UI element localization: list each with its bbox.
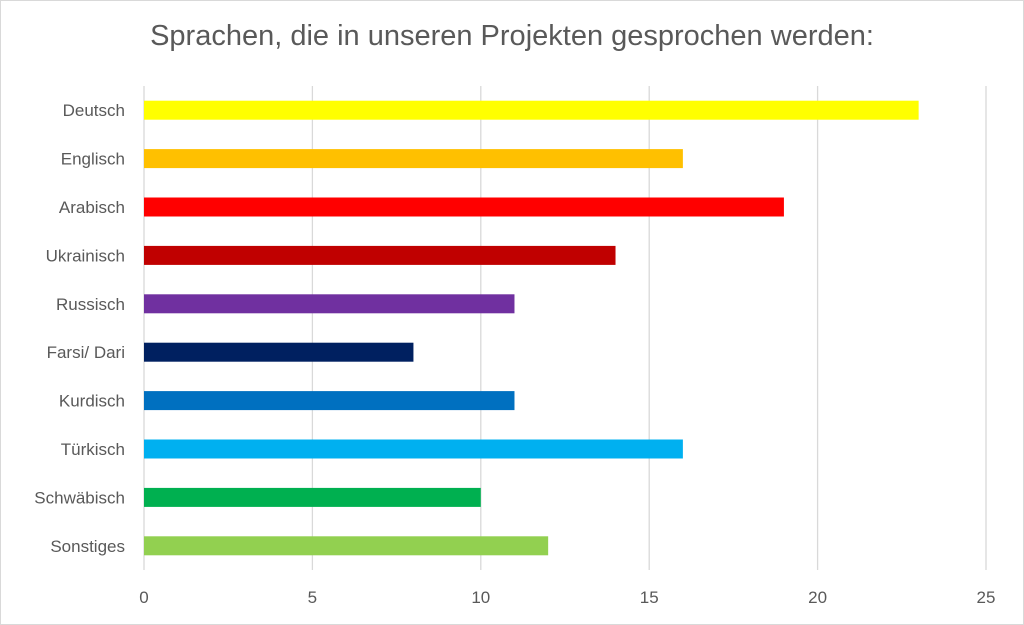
category-label: Farsi/ Dari [47,343,125,362]
category-label: Arabisch [59,198,125,217]
bar-russisch [144,294,515,314]
x-tick-label: 20 [808,588,827,607]
bar-kurdisch [144,391,515,411]
x-tick-label: 15 [640,588,659,607]
category-label: Englisch [61,150,125,169]
x-tick-label: 5 [308,588,317,607]
category-label: Sonstiges [50,537,125,556]
x-tick-label: 25 [977,588,996,607]
bar-farsi-dari [144,342,414,362]
bar-sonstiges [144,536,549,556]
category-label: Russisch [56,295,125,314]
category-label: Kurdisch [59,392,125,411]
chart-title: Sprachen, die in unseren Projekten gespr… [150,20,874,52]
bar-schwäbisch [144,487,481,507]
bar-arabisch [144,197,784,217]
bar-deutsch [144,100,919,120]
x-tick-label: 10 [471,588,490,607]
x-tick-label: 0 [139,588,148,607]
category-label: Deutsch [63,101,125,120]
bar-türkisch [144,439,683,459]
category-label: Ukrainisch [46,246,125,265]
category-label: Schwäbisch [34,488,125,507]
bar-ukrainisch [144,245,616,265]
bar-englisch [144,149,683,169]
category-label: Türkisch [61,440,125,459]
